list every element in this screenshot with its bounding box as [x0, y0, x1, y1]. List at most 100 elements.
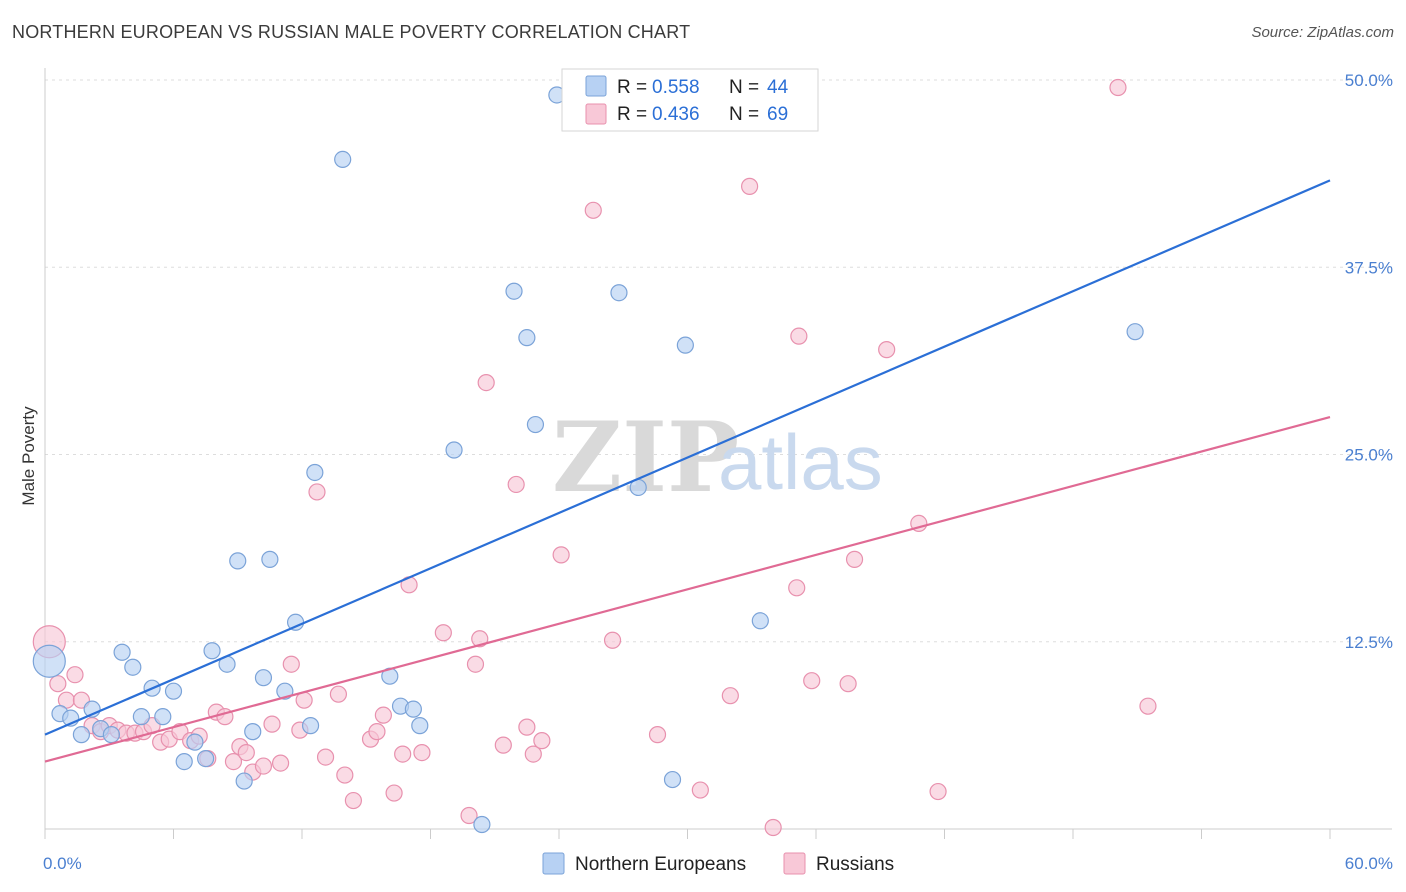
blue-point-41 — [676, 336, 694, 354]
blue-point-16 — [203, 642, 221, 660]
pink-point-25 — [254, 757, 273, 775]
blue-point-15 — [197, 749, 215, 768]
northern-europeans-points — [32, 86, 1144, 834]
pink-point-34 — [336, 766, 354, 784]
pink-point-61 — [788, 579, 806, 597]
pink-point-70 — [1139, 697, 1157, 715]
blue-point-6 — [102, 726, 120, 744]
y-tick-label-2: 37.5% — [1345, 258, 1393, 277]
pink-point-40 — [394, 745, 412, 763]
y-tick-label-3: 50.0% — [1345, 71, 1393, 90]
pink-point-63 — [803, 672, 821, 690]
blue-point-20 — [244, 723, 262, 741]
blue-point-32 — [445, 441, 463, 459]
blue-point-38 — [610, 284, 628, 302]
pink-point-65 — [845, 550, 864, 568]
pink-point-68 — [929, 782, 947, 801]
watermark-zip: ZIP — [552, 401, 739, 514]
pink-point-53 — [552, 546, 570, 564]
legend-swatch-blue — [585, 75, 607, 97]
pink-point-31 — [308, 483, 326, 501]
pink-point-1 — [49, 675, 67, 693]
pink-point-35 — [344, 791, 362, 810]
y-axis-label: Male Poverty — [19, 406, 38, 506]
blue-point-34 — [505, 282, 523, 300]
pink-point-45 — [466, 655, 485, 673]
blue-point-9 — [132, 708, 150, 726]
bottom-legend-swatch-pink — [783, 852, 806, 875]
pink-point-28 — [282, 655, 300, 673]
blue-point-7 — [113, 643, 131, 661]
blue-point-18 — [229, 552, 247, 570]
pink-point-56 — [648, 726, 667, 744]
pink-point-69 — [1109, 78, 1127, 97]
trend-lines — [44, 179, 1331, 763]
blue-point-35 — [518, 329, 536, 347]
blue-point-42 — [751, 612, 769, 630]
bottom-legend-northern-europeans: Northern Europeans — [575, 854, 746, 875]
pink-point-43 — [434, 624, 452, 642]
pink-point-38 — [374, 706, 392, 724]
pink-point-64 — [839, 675, 857, 693]
blue-point-3 — [72, 726, 91, 744]
blue-point-26 — [306, 463, 324, 482]
pink-point-27 — [271, 754, 290, 772]
x-tick-label-min: 0.0% — [43, 854, 82, 873]
pink-point-60 — [764, 818, 782, 837]
legend-r-label-pink: R = — [617, 104, 647, 125]
y-tick-label-0: 12.5% — [1345, 633, 1393, 652]
blue-point-36 — [526, 415, 545, 434]
pink-point-50 — [518, 718, 536, 736]
pink-point-66 — [878, 341, 896, 359]
legend-r-value-blue: 0.558 — [652, 77, 700, 98]
legend-n-label-blue: N = — [729, 77, 759, 98]
blue-point-40 — [663, 770, 682, 789]
pink-trend-line — [44, 415, 1331, 763]
blue-trend-line — [44, 179, 1331, 736]
pink-point-47 — [477, 373, 495, 392]
chart-title: NORTHERN EUROPEAN VS RUSSIAN MALE POVERT… — [12, 22, 691, 42]
legend-n-label-pink: N = — [729, 104, 759, 125]
blue-point-31 — [411, 717, 429, 735]
pink-point-3 — [66, 666, 84, 684]
blue-point-11 — [154, 708, 172, 726]
blue-point-19 — [235, 772, 253, 790]
legend-n-value-pink: 69 — [767, 104, 788, 125]
pink-point-26 — [263, 715, 281, 733]
pink-point-42 — [413, 744, 431, 762]
pink-point-37 — [368, 723, 386, 741]
pink-point-57 — [691, 781, 709, 799]
chart-source: Source: ZipAtlas.com — [1251, 24, 1394, 41]
blue-point-27 — [334, 150, 352, 168]
blue-point-0 — [32, 644, 66, 678]
pink-point-39 — [385, 784, 403, 802]
legend-r-label-blue: R = — [617, 77, 647, 98]
x-tick-label-max: 60.0% — [1345, 854, 1393, 873]
pink-point-51 — [524, 745, 542, 763]
legend-n-value-blue: 44 — [767, 77, 789, 98]
pink-point-62 — [790, 327, 808, 345]
pink-point-48 — [494, 736, 512, 754]
pink-point-49 — [507, 475, 525, 494]
watermark-atlas: atlas — [718, 418, 883, 506]
blue-point-13 — [175, 752, 193, 771]
y-tick-label-1: 25.0% — [1345, 446, 1393, 465]
pink-point-21 — [224, 752, 243, 771]
bottom-legend-russians: Russians — [816, 854, 894, 875]
blue-point-14 — [186, 733, 204, 751]
blue-point-43 — [1126, 323, 1144, 341]
gridlines — [45, 79, 1392, 643]
blue-point-25 — [301, 717, 320, 735]
axes — [44, 68, 1392, 839]
blue-point-33 — [473, 815, 491, 834]
blue-point-8 — [124, 658, 142, 676]
pink-point-46 — [471, 630, 489, 648]
blue-point-21 — [254, 669, 273, 687]
series-legend: Northern Europeans Russians — [542, 852, 894, 875]
correlation-legend: R = 0.558 N = 44 R = 0.436 N = 69 — [561, 68, 819, 132]
tick-labels: 12.5% 25.0% 37.5% 50.0% 0.0% 60.0% — [43, 71, 1393, 873]
pink-point-55 — [603, 631, 622, 649]
legend-swatch-pink — [585, 103, 607, 125]
pink-point-58 — [721, 687, 739, 705]
